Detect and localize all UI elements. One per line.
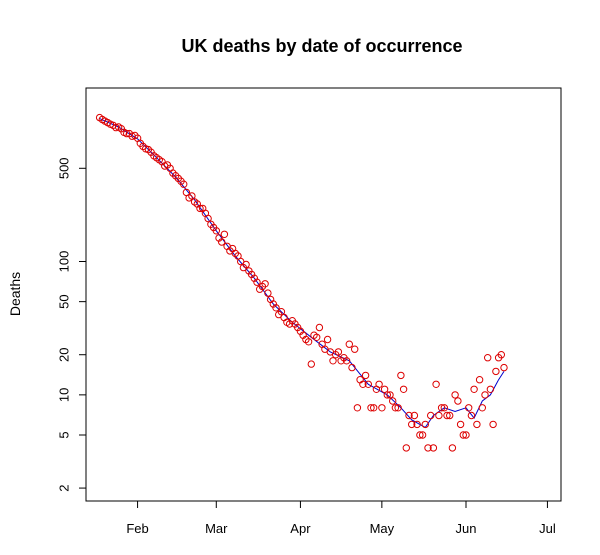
data-point [451, 391, 459, 399]
data-point [486, 385, 495, 393]
data-point [465, 404, 473, 412]
data-point [459, 431, 467, 439]
data-point [475, 376, 484, 384]
data-point [329, 357, 337, 365]
data-point [492, 367, 500, 376]
data-point [218, 238, 226, 246]
x-tick-label: Jun [456, 521, 477, 536]
data-point [348, 363, 356, 372]
data-point [402, 444, 410, 452]
y-tick-label: 500 [57, 157, 72, 179]
y-axis: 2 5 10 20 50 100 500 [57, 157, 87, 492]
x-tick-label: Mar [205, 521, 228, 536]
data-point [394, 404, 402, 412]
data-point [204, 214, 212, 223]
data-point [367, 404, 375, 412]
data-point [323, 335, 332, 344]
data-point [467, 411, 476, 420]
data-point [408, 420, 416, 429]
data-point [435, 411, 443, 420]
data-point [196, 204, 204, 213]
data-point [456, 420, 465, 429]
x-tick-label: Jul [539, 521, 556, 536]
data-point [237, 257, 245, 266]
data-point [307, 360, 315, 368]
y-tick-label: 20 [57, 347, 72, 361]
data-point [440, 404, 448, 412]
data-point [345, 340, 353, 348]
y-tick-label: 100 [57, 251, 72, 273]
data-point [375, 380, 383, 388]
data-point [489, 420, 497, 429]
data-point [364, 380, 372, 388]
data-point [242, 260, 250, 269]
data-point [351, 345, 359, 353]
data-point [413, 420, 421, 429]
data-point [470, 385, 478, 393]
data-point [386, 391, 394, 399]
data-point [405, 411, 413, 420]
data-point [399, 385, 408, 393]
y-axis-label: Deaths [7, 272, 23, 316]
y-tick-label: 2 [57, 484, 72, 491]
x-tick-label: May [370, 521, 395, 536]
x-tick-label: Feb [126, 521, 148, 536]
data-point [180, 180, 188, 188]
data-point [342, 357, 351, 365]
data-point [370, 404, 378, 412]
data-point [497, 351, 505, 359]
data-point [253, 278, 261, 286]
data-point [424, 444, 432, 452]
data-point [397, 371, 405, 380]
chart-title: UK deaths by date of occurrence [181, 36, 462, 56]
data-point [427, 411, 435, 420]
points-series [95, 113, 508, 452]
data-point [448, 444, 457, 452]
x-axis: Feb Mar Apr May Jun Jul [126, 500, 556, 536]
data-point [418, 431, 427, 439]
data-point [304, 338, 313, 346]
data-point [421, 420, 429, 429]
y-tick-label: 10 [57, 388, 72, 402]
data-point [473, 420, 481, 429]
data-point [391, 404, 400, 412]
data-point [220, 230, 229, 239]
data-point [272, 304, 280, 312]
x-tick-label: Apr [290, 521, 311, 536]
data-point [484, 354, 492, 362]
data-point [383, 391, 391, 399]
data-point [261, 280, 269, 288]
data-point [280, 313, 288, 322]
data-point [416, 431, 424, 439]
data-point [112, 123, 120, 132]
data-point [277, 308, 286, 316]
data-point [454, 397, 462, 405]
data-point [313, 333, 321, 341]
data-point [429, 444, 438, 452]
y-tick-label: 5 [57, 431, 72, 438]
data-point [188, 192, 196, 200]
data-point [478, 404, 486, 412]
data-point [432, 380, 440, 388]
data-point [359, 380, 367, 388]
data-point [361, 371, 370, 380]
data-point [462, 431, 470, 439]
y-tick-label: 50 [57, 294, 72, 308]
data-point [378, 404, 386, 412]
data-point [446, 411, 454, 420]
data-point [353, 404, 362, 412]
data-point [212, 227, 221, 235]
plot-frame [85, 87, 562, 502]
data-point [500, 363, 508, 372]
data-point [334, 348, 343, 356]
data-point [481, 391, 489, 399]
data-point [389, 397, 397, 405]
data-point [315, 323, 324, 332]
data-point [443, 411, 451, 420]
data-point [410, 411, 419, 420]
data-point [437, 404, 446, 412]
data-point [264, 289, 272, 297]
